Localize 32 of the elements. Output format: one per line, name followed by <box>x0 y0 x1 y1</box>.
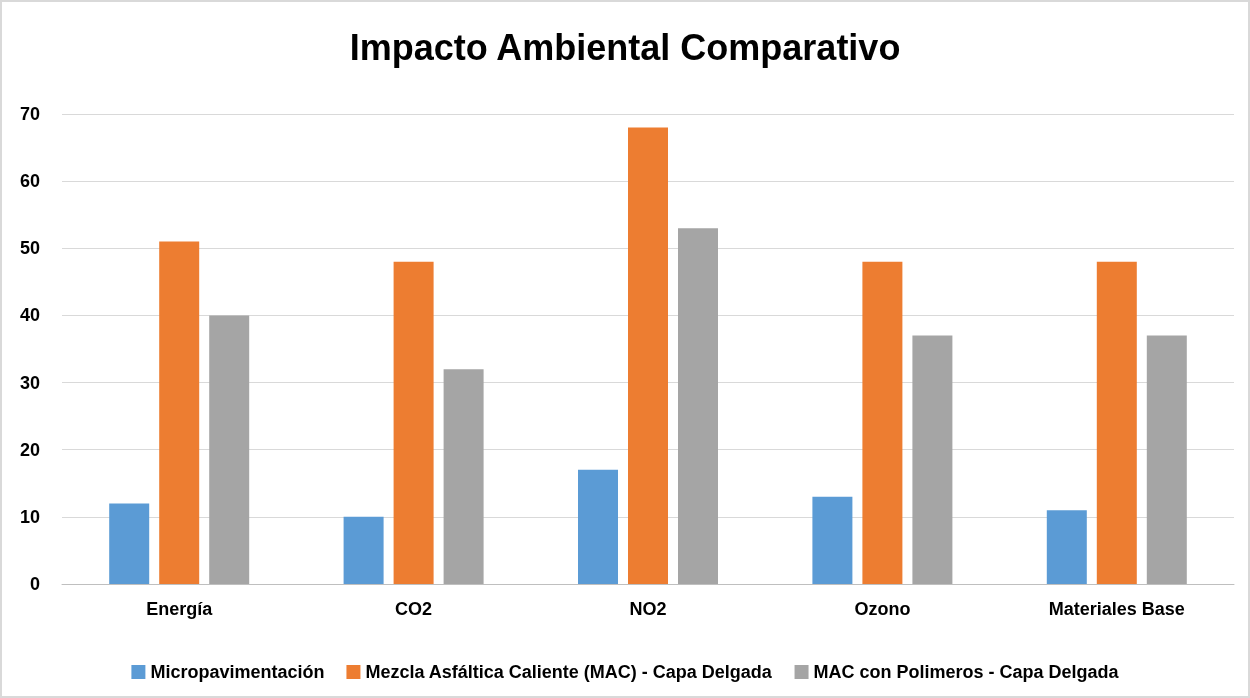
legend-label: Mezcla Asfáltica Caliente (MAC) - Capa Delgada <box>365 662 773 682</box>
x-tick-label: Energía <box>146 599 214 619</box>
y-tick-label: 50 <box>19 238 40 259</box>
x-tick-label: NO2 <box>629 599 667 619</box>
bar <box>443 369 484 584</box>
y-tick-label: 30 <box>19 372 40 393</box>
y-tick-label: 20 <box>19 439 40 460</box>
bar <box>912 335 953 584</box>
bar <box>862 261 903 584</box>
bar <box>1146 335 1187 584</box>
y-tick-label: 40 <box>19 305 40 326</box>
bar <box>678 228 718 584</box>
x-tick-label: Materiales Base <box>1048 599 1185 619</box>
x-tick-label: Ozono <box>854 599 911 619</box>
bar <box>812 496 853 584</box>
bar <box>209 315 250 584</box>
bar <box>159 241 200 584</box>
bar <box>393 261 434 584</box>
legend-label: MAC con Polimeros - Capa Delgada <box>813 662 1120 682</box>
y-tick-label: 0 <box>29 574 40 594</box>
chart-title: Impacto Ambiental Comparativo <box>349 26 901 68</box>
bar <box>343 516 384 584</box>
legend-label: Micropavimentación <box>150 662 325 682</box>
bar <box>1096 261 1137 584</box>
y-tick-label: 60 <box>19 171 40 192</box>
bar <box>109 503 150 584</box>
y-tick-label: 70 <box>19 104 40 124</box>
x-tick-label: CO2 <box>395 599 433 619</box>
bar <box>628 127 668 584</box>
bar <box>578 469 618 584</box>
bar <box>1046 510 1087 584</box>
y-tick-label: 10 <box>19 506 40 527</box>
